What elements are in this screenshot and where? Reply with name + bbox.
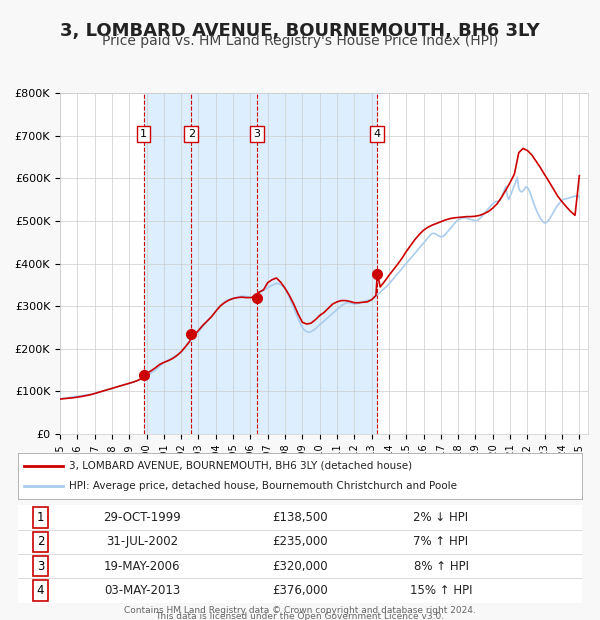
Text: HPI: Average price, detached house, Bournemouth Christchurch and Poole: HPI: Average price, detached house, Bour… (69, 481, 457, 491)
Text: £235,000: £235,000 (272, 535, 328, 548)
Text: 2: 2 (188, 129, 195, 139)
Text: 3: 3 (37, 560, 44, 573)
Text: Contains HM Land Registry data © Crown copyright and database right 2024.: Contains HM Land Registry data © Crown c… (124, 606, 476, 614)
Text: 3, LOMBARD AVENUE, BOURNEMOUTH, BH6 3LY: 3, LOMBARD AVENUE, BOURNEMOUTH, BH6 3LY (60, 22, 540, 40)
Text: £320,000: £320,000 (272, 560, 328, 573)
Text: Price paid vs. HM Land Registry's House Price Index (HPI): Price paid vs. HM Land Registry's House … (102, 34, 498, 48)
Text: 4: 4 (37, 584, 44, 597)
Text: 1: 1 (37, 511, 44, 524)
Text: 8% ↑ HPI: 8% ↑ HPI (413, 560, 469, 573)
Text: 29-OCT-1999: 29-OCT-1999 (103, 511, 181, 524)
Text: 3: 3 (254, 129, 260, 139)
Text: 15% ↑ HPI: 15% ↑ HPI (410, 584, 472, 597)
Text: 19-MAY-2006: 19-MAY-2006 (104, 560, 181, 573)
Bar (143, 93, 377, 434)
Text: 7% ↑ HPI: 7% ↑ HPI (413, 535, 469, 548)
Text: 3, LOMBARD AVENUE, BOURNEMOUTH, BH6 3LY (detached house): 3, LOMBARD AVENUE, BOURNEMOUTH, BH6 3LY … (69, 461, 412, 471)
Text: 4: 4 (374, 129, 381, 139)
Text: 2% ↓ HPI: 2% ↓ HPI (413, 511, 469, 524)
Text: 2: 2 (37, 535, 44, 548)
Text: £138,500: £138,500 (272, 511, 328, 524)
Text: £376,000: £376,000 (272, 584, 328, 597)
Text: 31-JUL-2002: 31-JUL-2002 (106, 535, 178, 548)
Text: 03-MAY-2013: 03-MAY-2013 (104, 584, 180, 597)
Text: 1: 1 (140, 129, 147, 139)
Text: This data is licensed under the Open Government Licence v3.0.: This data is licensed under the Open Gov… (155, 612, 445, 620)
